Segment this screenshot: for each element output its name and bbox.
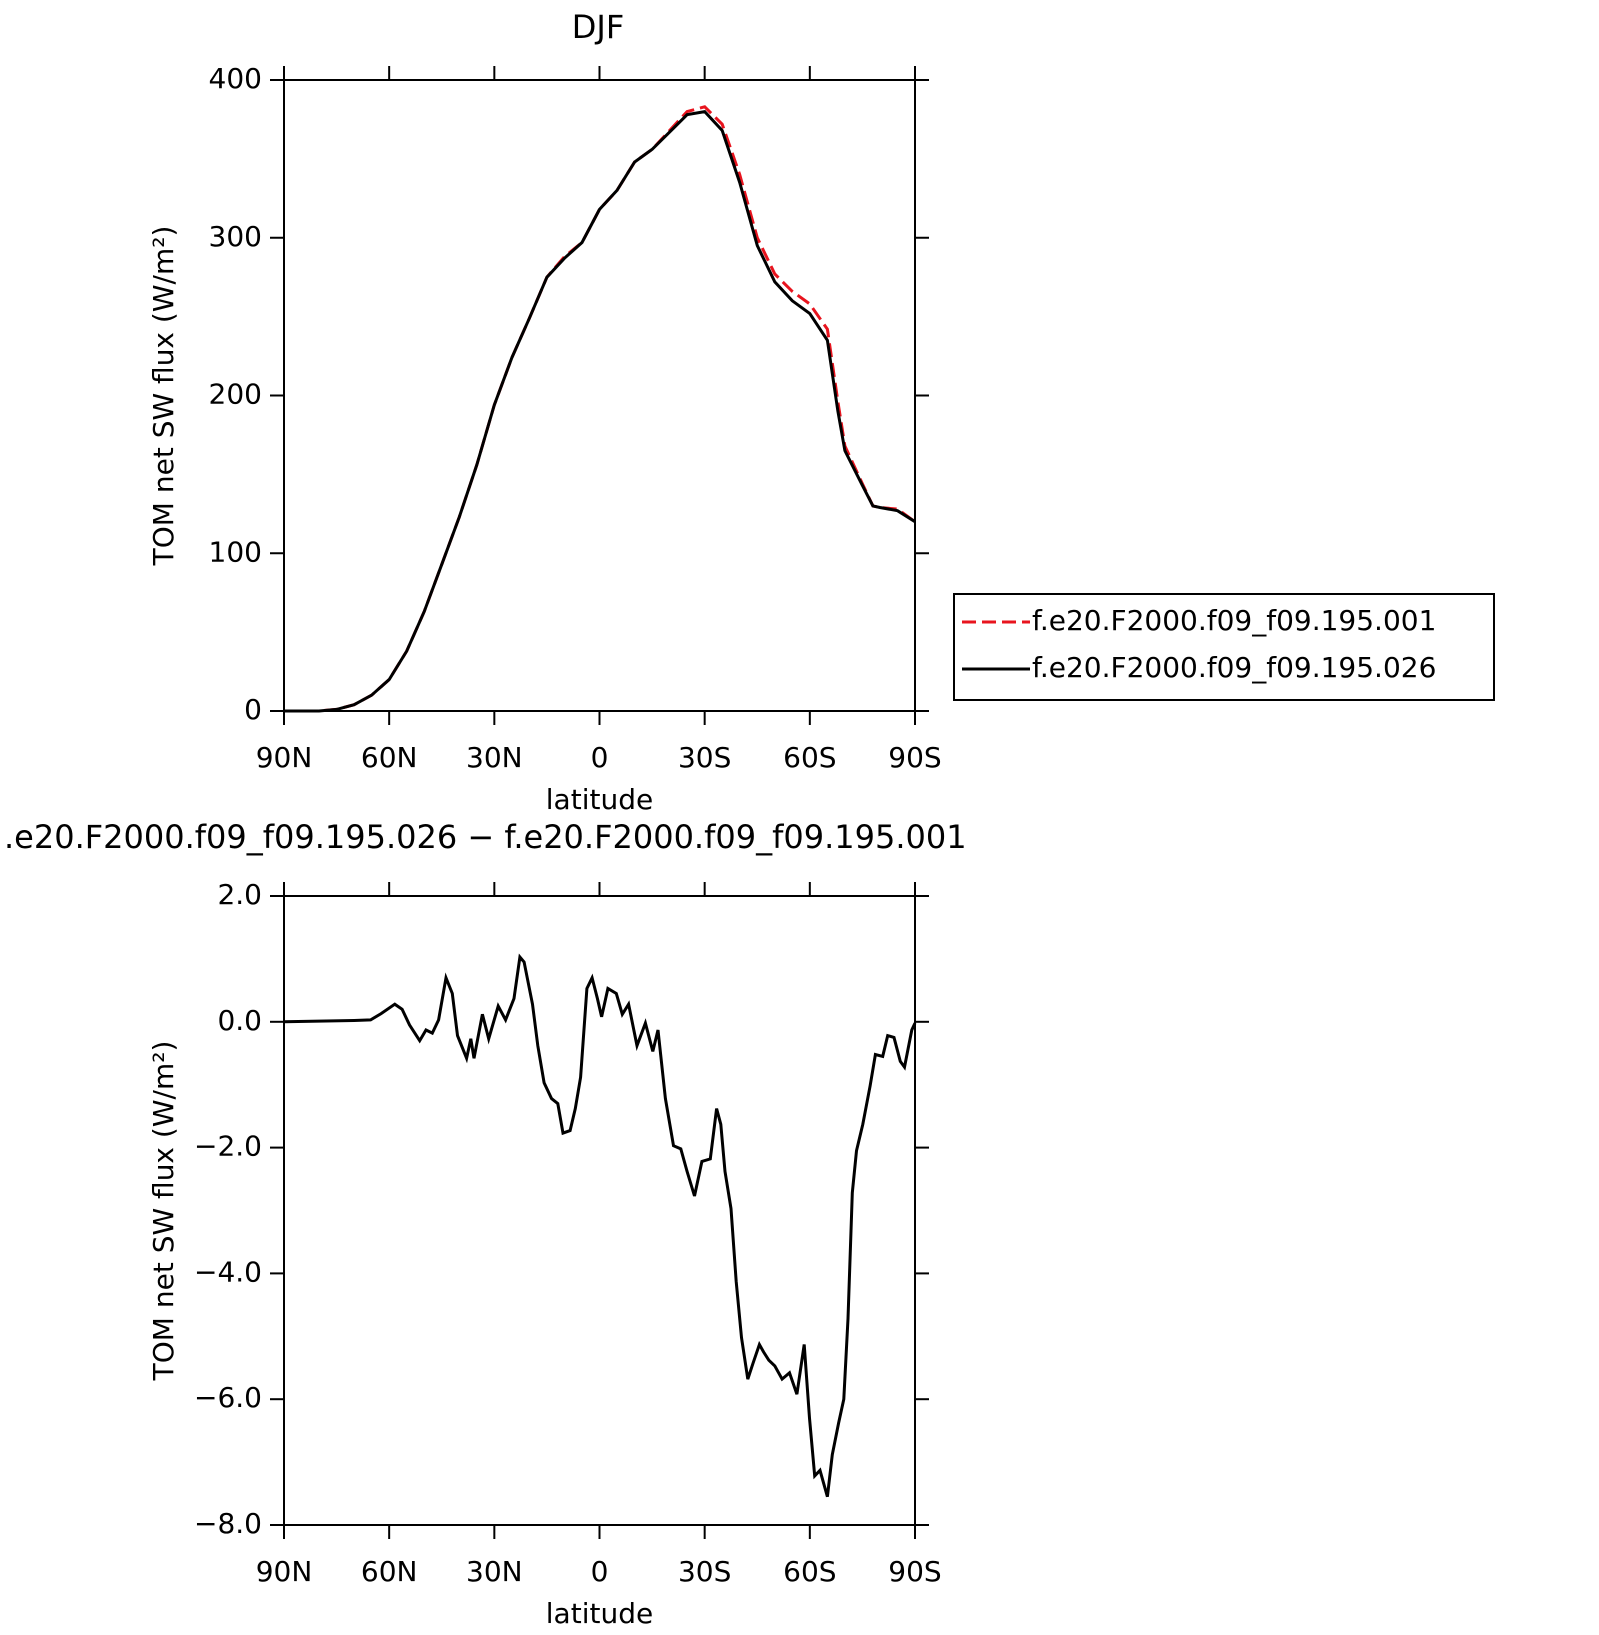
legend-label: f.e20.F2000.f09_f09.195.001 [1032,604,1436,637]
x-axis-label: latitude [546,1597,653,1630]
y-tick-label: 2.0 [217,878,262,911]
x-tick-label: 30N [466,741,523,774]
x-tick-label: 30S [678,1555,731,1588]
y-axis-label: TOM net SW flux (W/m²) [147,1041,180,1382]
x-tick-label: 90S [888,741,941,774]
data-line [284,105,916,713]
chart-title: DJF [572,8,624,46]
x-tick-label: 60N [361,1555,418,1588]
y-tick-label: −2.0 [194,1130,262,1163]
y-tick-label: 0 [244,693,262,726]
y-tick-label: 0.0 [217,1004,262,1037]
plot-frame [283,79,916,712]
y-axis-label: TOM net SW flux (W/m²) [147,226,180,567]
x-tick-label: 60S [783,1555,836,1588]
legend-box [953,593,1495,701]
x-tick-label: 90S [888,1555,941,1588]
x-tick-label: 30N [466,1555,523,1588]
chart-title: .e20.F2000.f09_f09.195.026 − f.e20.F2000… [4,818,967,856]
y-tick-label: −8.0 [194,1507,262,1540]
y-tick-label: 400 [209,62,262,95]
y-tick-label: −6.0 [194,1381,262,1414]
x-tick-label: 90N [256,1555,313,1588]
y-tick-label: 300 [209,220,262,253]
plot-frame [283,895,916,1526]
y-tick-label: 100 [209,535,262,568]
data-line [283,953,917,1498]
x-tick-label: 90N [256,741,313,774]
x-tick-label: 0 [591,741,609,774]
x-tick-label: 60S [783,741,836,774]
x-tick-label: 60N [361,741,418,774]
data-line [284,109,916,713]
y-tick-label: 200 [209,378,262,411]
legend-label: f.e20.F2000.f09_f09.195.026 [1032,651,1436,684]
y-tick-label: −4.0 [194,1255,262,1288]
x-tick-label: 30S [678,741,731,774]
x-axis-label: latitude [546,783,653,816]
x-tick-label: 0 [591,1555,609,1588]
